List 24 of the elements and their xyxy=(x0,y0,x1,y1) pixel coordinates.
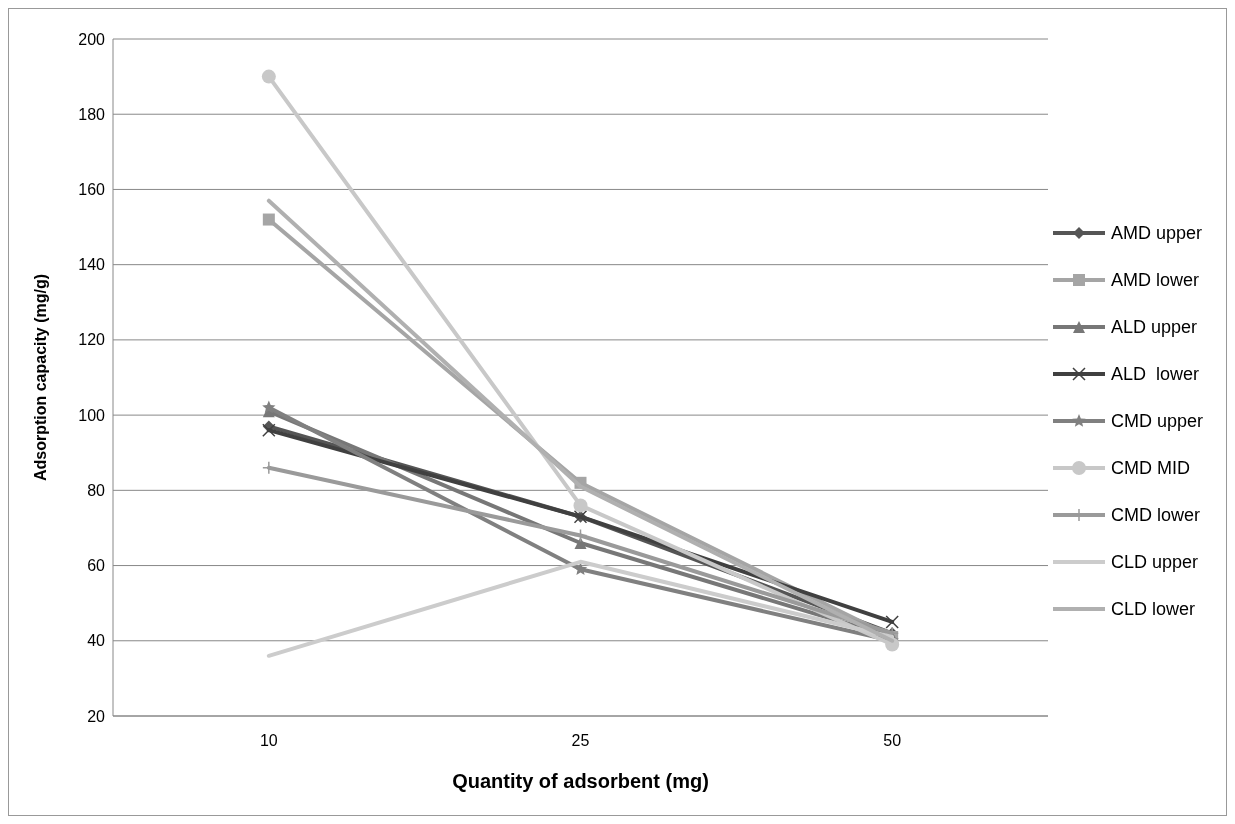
y-tick-label: 40 xyxy=(87,632,106,650)
y-tick-label: 60 xyxy=(87,557,106,575)
y-tick-label: 140 xyxy=(78,256,106,274)
x-axis-title: Quantity of adsorbent (mg) xyxy=(452,770,709,792)
legend-label: AMD lower xyxy=(1111,270,1200,291)
y-tick-label: 20 xyxy=(87,707,106,725)
y-tick-label: 180 xyxy=(78,105,106,123)
y-tick-label: 100 xyxy=(78,406,106,424)
legend-label: CMD upper xyxy=(1111,411,1204,432)
y-axis-title: Adsorption capacity (mg/g) xyxy=(32,273,49,482)
legend-label: ALD upper xyxy=(1111,317,1198,338)
y-tick-label: 120 xyxy=(78,331,106,349)
y-tick-label: 80 xyxy=(87,481,106,499)
legend-label: CLD lower xyxy=(1111,599,1196,620)
y-tick-label: 160 xyxy=(78,181,106,199)
x-tick-label: 50 xyxy=(883,732,902,749)
legend-label: CLD upper xyxy=(1111,552,1199,573)
y-tick-label: 200 xyxy=(78,30,106,48)
x-tick-label: 10 xyxy=(259,732,278,749)
x-tick-label: 25 xyxy=(571,732,590,749)
legend-label: CMD lower xyxy=(1111,505,1201,526)
legend-label: AMD upper xyxy=(1111,223,1203,244)
legend-label: ALD lower xyxy=(1111,364,1200,385)
legend-label: CMD MID xyxy=(1111,458,1190,479)
